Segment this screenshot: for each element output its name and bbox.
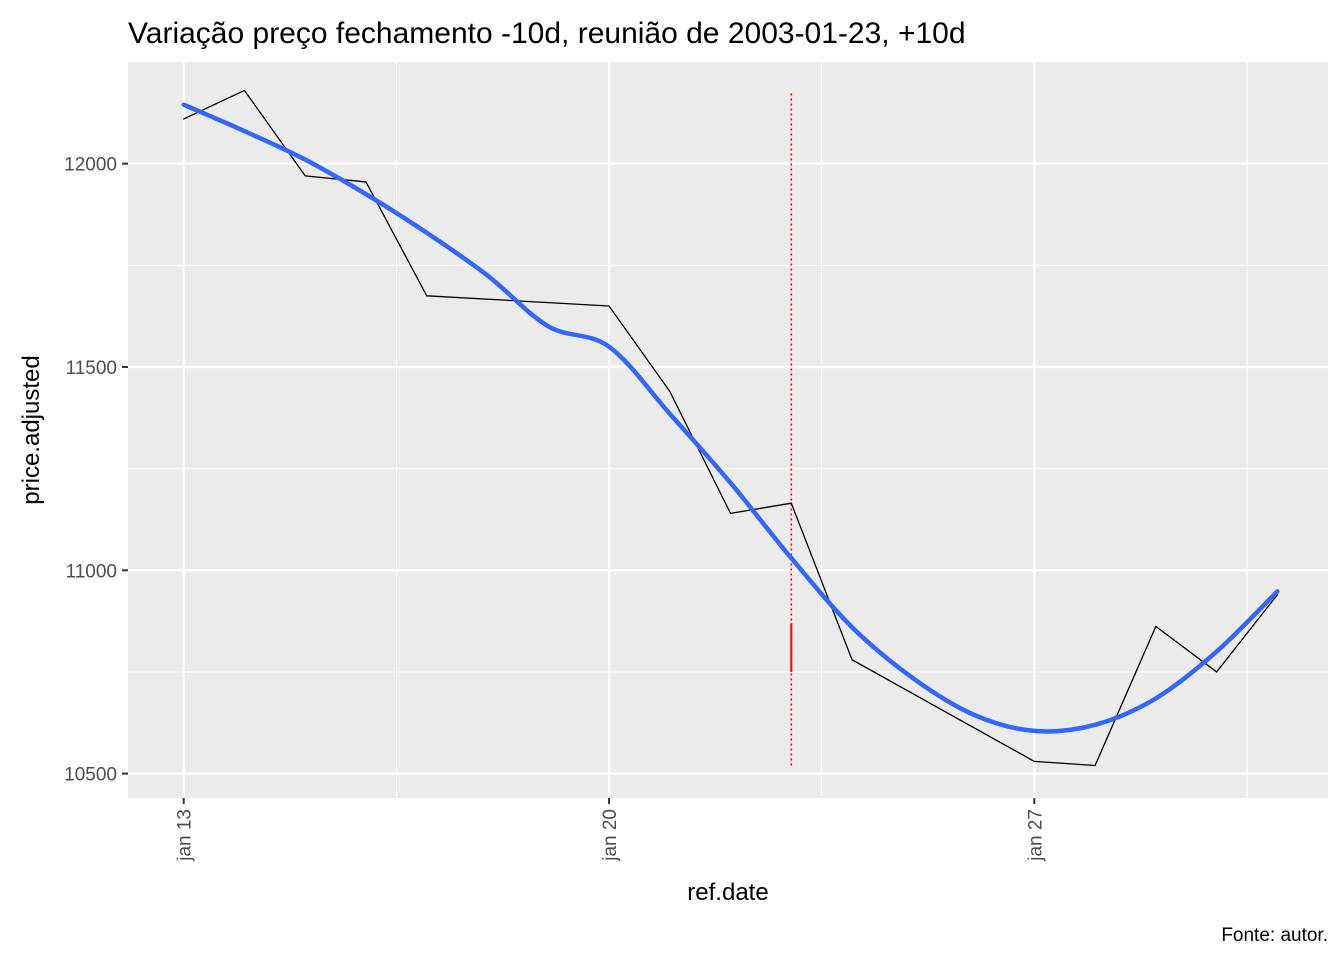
x-tick-labels: jan 13 jan 20 jan 27: [175, 809, 1047, 862]
series-layer: [181, 89, 1280, 767]
y-axis-title: price.adjusted: [18, 355, 45, 504]
minor-gridlines: [128, 62, 1328, 798]
y-tick-label: 10500: [64, 765, 117, 786]
smooth-trend-line: [181, 102, 1280, 734]
y-tick-labels: 10500 11000 11500 12000: [64, 155, 117, 786]
x-axis-title: ref.date: [687, 879, 768, 906]
x-tick-label: jan 13: [175, 809, 196, 862]
major-gridlines: [128, 62, 1328, 798]
plot-panel: [128, 62, 1328, 798]
axis-ticks: [122, 162, 1036, 804]
y-tick-label: 11000: [66, 561, 117, 582]
chart-title: Variação preço fechamento -10d, reunião …: [128, 17, 966, 50]
y-tick-label: 12000: [64, 155, 117, 176]
x-tick-label: jan 27: [1025, 809, 1046, 862]
price-line: [183, 89, 1279, 767]
y-tick-label: 11500: [66, 358, 117, 379]
chart-caption: Fonte: autor.: [1221, 925, 1328, 946]
x-tick-label: jan 20: [600, 809, 621, 862]
